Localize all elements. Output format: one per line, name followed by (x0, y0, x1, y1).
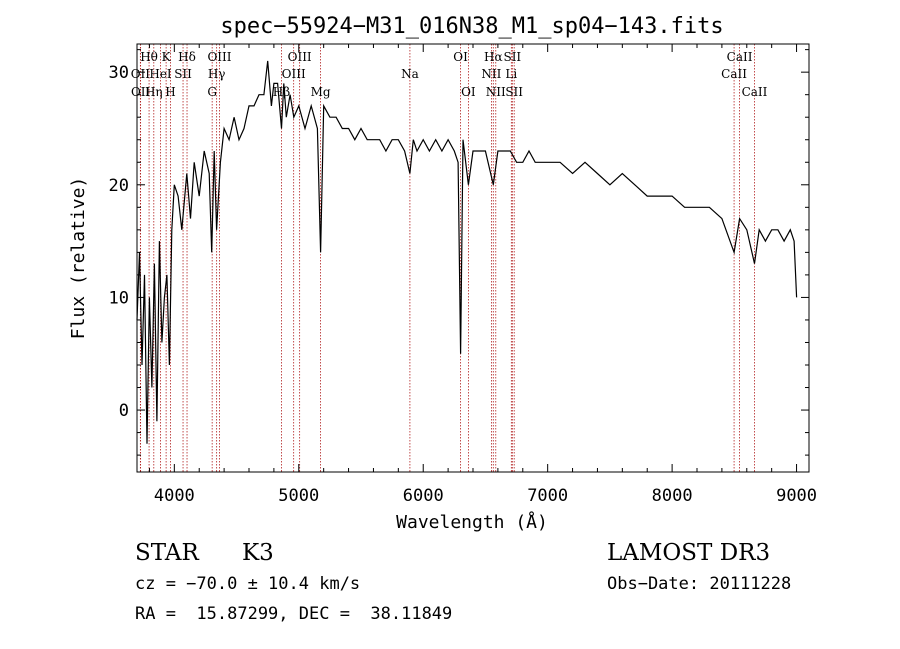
line-label-17: CaII (721, 67, 747, 81)
redshift-readout: cz = −70.0 ± 10.4 km/s (135, 574, 361, 594)
line-label-11: SII (174, 67, 192, 81)
y-tick-label-2: 20 (109, 176, 129, 196)
x-tick-label-4: 8000 (652, 486, 693, 506)
line-label-8: CaII (727, 50, 753, 64)
line-label-5: OI (453, 50, 468, 64)
object-subclass: K3 (242, 540, 274, 566)
x-tick-label-2: 6000 (403, 486, 444, 506)
x-tick-label-3: 7000 (527, 486, 568, 506)
x-axis-title: Wavelength (Å) (396, 511, 548, 533)
line-label-13: OIII (282, 67, 306, 81)
chart-title: spec−55924−M31_016N38_M1_sp04−143.fits (220, 14, 723, 39)
y-axis-title: Flux (relative) (68, 177, 89, 340)
line-label-4: OIII (288, 50, 312, 64)
emission-line-markers (139, 44, 755, 472)
line-label-1: K (162, 50, 172, 64)
spectrum-line (136, 60, 798, 444)
line-label-3: OIII (207, 50, 231, 64)
line-label-18: OII (131, 85, 151, 99)
object-class: STAR (135, 540, 199, 566)
plot-frame (136, 43, 810, 473)
survey-name: LAMOST DR3 (607, 540, 771, 566)
line-label-22: Hβ (273, 85, 290, 99)
x-tick-label-0: 4000 (154, 486, 195, 506)
line-label-14: Na (401, 67, 419, 81)
line-label-6: Hα (484, 50, 503, 64)
line-label-7: SII (503, 50, 521, 64)
line-label-2: Hδ (178, 50, 196, 64)
line-label-27: CaII (742, 85, 768, 99)
y-tick-label-1: 10 (109, 288, 129, 308)
line-label-16: Li (505, 67, 517, 81)
x-tick-label-5: 9000 (776, 486, 817, 506)
y-tick-label-3: 30 (109, 63, 129, 83)
line-label-0: Hθ (140, 50, 158, 64)
line-label-20: H (165, 85, 175, 99)
line-label-21: G (207, 85, 217, 99)
line-label-9: OII (131, 67, 151, 81)
y-axis-ticks: 0 10 20 30 (109, 49, 809, 456)
observation-date: Obs−Date: 20111228 (607, 574, 792, 594)
x-axis-ticks: 4000 5000 6000 7000 8000 9000 (148, 44, 817, 506)
line-label-19: Hη (145, 85, 163, 99)
y-tick-label-0: 0 (119, 401, 129, 421)
x-tick-label-1: 5000 (278, 486, 319, 506)
line-label-25: NII (486, 85, 506, 99)
line-label-12: Hγ (208, 67, 226, 81)
line-label-26: SII (505, 85, 523, 99)
line-label-15: NII (481, 67, 501, 81)
line-label-23: Mg (311, 85, 331, 99)
coordinates-readout: RA = 15.87299, DEC = 38.11849 (135, 604, 453, 624)
line-label-24: OI (461, 85, 476, 99)
line-label-10: HeI (149, 67, 172, 81)
